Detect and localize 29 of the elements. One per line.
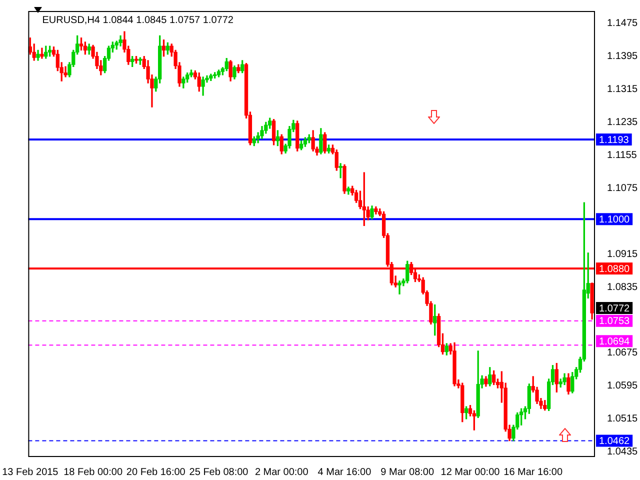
ref-line-label: 1.0462 xyxy=(599,436,630,448)
y-tick-label: 1.1075 xyxy=(607,182,638,194)
text: 1.0772 xyxy=(599,303,630,314)
y-tick-label: 1.0595 xyxy=(607,380,638,392)
x-tick-label: 25 Feb 08:00 xyxy=(189,466,249,478)
y-tick-label: 1.0515 xyxy=(607,414,638,425)
x-tick-label: 9 Mar 08:00 xyxy=(380,466,434,478)
ref-line-label: 1.1000 xyxy=(599,214,630,226)
x-tick-label: 18 Feb 00:00 xyxy=(64,466,123,478)
ref-line-label: 1.0694 xyxy=(599,336,630,348)
x-tick-label: 20 Feb 16:00 xyxy=(126,466,186,478)
y-tick-label: 1.1315 xyxy=(607,84,638,96)
y-tick-label: 1.1155 xyxy=(607,150,638,161)
x-tick-label: 4 Mar 16:00 xyxy=(318,466,372,478)
x-tick-label: 12 Mar 00:00 xyxy=(440,466,500,478)
x-tick-label: 13 Feb 2015 xyxy=(2,466,59,478)
y-tick-label: 1.0835 xyxy=(607,282,638,293)
x-tick-label: 2 Mar 00:00 xyxy=(254,466,309,478)
ref-line-label: 1.0753 xyxy=(599,316,630,328)
y-tick-label: 1.1395 xyxy=(607,51,638,62)
y-tick-label: 1.0915 xyxy=(607,248,638,260)
y-tick-label: 1.1235 xyxy=(607,117,638,128)
ref-line-label: 1.1193 xyxy=(599,134,630,146)
y-tick-label: 1.0675 xyxy=(607,348,638,359)
chart-title: EURUSD,H4 1.0844 1.0845 1.0757 1.0772 xyxy=(42,14,234,26)
x-tick-label: 16 Mar 16:00 xyxy=(504,466,563,478)
ref-line-label: 1.0880 xyxy=(599,264,630,275)
y-tick-label: 1.1475 xyxy=(607,18,638,30)
y-tick-label: 1.0435 xyxy=(607,446,638,458)
